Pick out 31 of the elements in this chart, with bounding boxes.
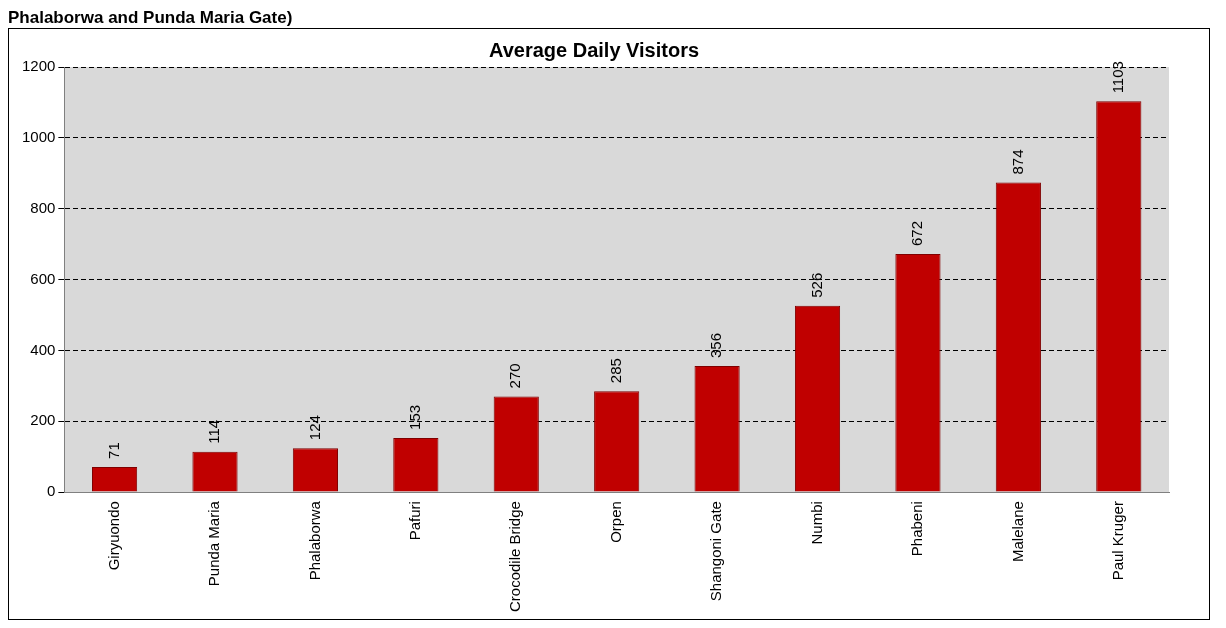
x-tick-label: Crocodile Bridge	[506, 501, 524, 612]
chart-title: Average Daily Visitors	[488, 38, 700, 61]
data-label: 1103	[1108, 61, 1126, 94]
x-tick-label: Phalaborwa	[305, 500, 323, 581]
x-tick-label: Giryuondo	[104, 501, 122, 571]
y-tick-label: 800	[30, 198, 56, 216]
y-tick-label: 0	[47, 482, 56, 500]
x-tick-label: Orpen	[606, 501, 624, 543]
text: Phalaborwa and Punda Maria Gate)	[8, 8, 294, 28]
x-tick-label: Phabeni	[908, 501, 926, 557]
x-tick-label: Punda Maria	[205, 500, 223, 587]
x-tick-label: Numbi	[807, 501, 825, 545]
data-label: 285	[606, 358, 624, 384]
y-tick-label: 1000	[21, 127, 56, 145]
data-label: 153	[405, 404, 423, 430]
data-label: 71	[104, 442, 122, 459]
data-label: 356	[707, 332, 725, 358]
data-label: 874	[1008, 149, 1026, 175]
x-tick-label: Shangoni Gate	[707, 501, 725, 602]
x-tick-label: Malelane	[1008, 501, 1026, 562]
data-label: 526	[807, 272, 825, 298]
y-tick-label: 400	[30, 340, 56, 358]
data-label: 114	[205, 419, 223, 444]
data-label: 672	[908, 221, 926, 247]
data-label: 124	[305, 415, 323, 441]
y-tick-label: 600	[30, 269, 56, 287]
y-tick-label: 200	[30, 411, 56, 429]
data-label: 270	[506, 363, 524, 389]
y-tick-label: 1200	[21, 57, 56, 75]
x-tick-label: Paul Kruger	[1108, 501, 1126, 581]
x-tick-label: Pafuri	[405, 501, 423, 541]
